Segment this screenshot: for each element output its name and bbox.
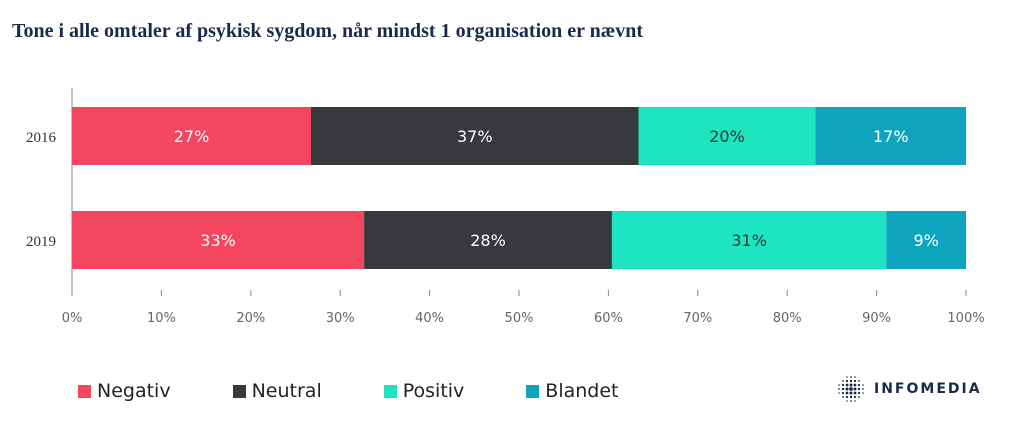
bar-segment	[310, 107, 639, 165]
chart-title: Tone i alle omtaler af psykisk sygdom, n…	[12, 20, 644, 42]
x-tick-label: 50%	[505, 311, 534, 326]
bar-segment	[72, 107, 311, 165]
legend-label: Negativ	[97, 380, 171, 402]
category-label: 2019	[26, 234, 56, 250]
data-label: 28%	[470, 231, 506, 250]
x-tick-label: 100%	[947, 311, 984, 326]
legend: Negativ Neutral Positiv Blandet	[78, 380, 681, 402]
x-tick-label: 80%	[773, 311, 802, 326]
category-label: 2016	[26, 130, 57, 146]
bar-segment	[815, 107, 966, 165]
legend-swatch	[232, 384, 246, 398]
infomedia-logo: INFOMEDIA	[836, 374, 982, 404]
legend-item: Neutral	[232, 380, 322, 402]
data-label: 9%	[913, 231, 938, 250]
legend-swatch	[78, 384, 91, 398]
legend-swatch	[383, 384, 397, 398]
x-tick-label: 60%	[594, 311, 623, 326]
legend-item: Positiv	[383, 380, 465, 402]
x-tick-label: 40%	[415, 311, 444, 326]
bar-segment	[638, 107, 816, 165]
x-tick-label: 70%	[683, 311, 712, 326]
legend-item: Negativ	[78, 380, 171, 402]
data-label: 27%	[174, 127, 210, 146]
legend-label: Neutral	[251, 380, 322, 402]
legend-swatch	[526, 384, 540, 398]
bar-segment	[72, 211, 365, 269]
data-label: 31%	[731, 231, 767, 250]
x-tick-label: 20%	[236, 311, 265, 326]
x-tick-label: 0%	[62, 311, 83, 326]
bar-segment	[886, 211, 966, 269]
data-label: 33%	[200, 231, 236, 250]
data-label: 37%	[457, 127, 493, 146]
infomedia-logo-icon	[838, 376, 864, 402]
x-tick-label: 30%	[326, 311, 355, 326]
bar-segment	[611, 211, 887, 269]
x-tick-label: 10%	[147, 311, 176, 326]
x-tick-label: 90%	[862, 311, 891, 326]
legend-label: Blandet	[545, 380, 619, 402]
logo-text: INFOMEDIA	[874, 381, 982, 397]
legend-label: Positiv	[402, 380, 465, 402]
data-label: 17%	[873, 127, 909, 146]
legend-item: Blandet	[526, 380, 619, 402]
bar-segment	[364, 211, 612, 269]
data-label: 20%	[709, 127, 745, 146]
